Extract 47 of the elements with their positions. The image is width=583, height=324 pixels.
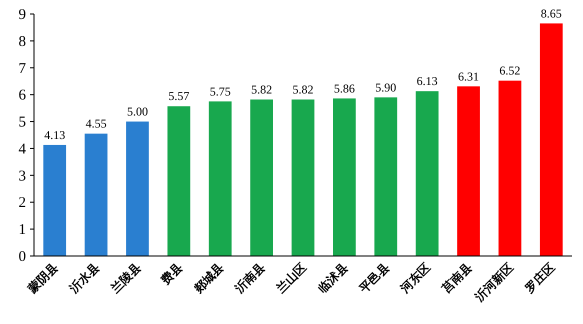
y-tick-label: 2 [18, 195, 26, 212]
x-tick-label: 平邑县 [356, 260, 392, 296]
data-label: 8.65 [540, 6, 562, 20]
bar [250, 100, 273, 256]
data-label: 6.52 [499, 64, 520, 78]
bar [126, 122, 149, 256]
x-tick-label: 蒙阴县 [24, 260, 61, 296]
y-tick-label: 8 [18, 34, 26, 50]
x-tick-label: 临沭县 [315, 260, 351, 296]
bar [374, 97, 398, 256]
bar [167, 106, 190, 256]
bar [84, 134, 108, 256]
x-tick-label: 费县 [157, 260, 185, 288]
bar [498, 80, 522, 256]
bar [457, 86, 480, 256]
data-label: 5.57 [168, 89, 190, 104]
x-tick-label: 河东区 [397, 260, 434, 296]
data-label: 4.55 [86, 116, 107, 131]
x-tick-label: 沂南县 [232, 260, 268, 296]
bar [208, 101, 232, 256]
y-tick-label: 3 [18, 168, 26, 184]
y-tick-label: 6 [18, 88, 26, 104]
y-tick-label: 9 [18, 7, 26, 23]
data-label: 6.31 [458, 69, 480, 84]
data-label: 5.75 [210, 84, 231, 98]
bar [333, 98, 356, 256]
x-tick-label: 兰山区 [273, 260, 310, 296]
x-tick-label: 郯城县 [190, 260, 226, 296]
data-label: 4.13 [44, 128, 66, 142]
bar [43, 144, 66, 256]
y-tick-label: 1 [18, 222, 26, 238]
data-label: 5.90 [375, 80, 396, 94]
data-label: 6.13 [416, 74, 438, 88]
bar [540, 23, 563, 256]
y-tick-label: 4 [18, 141, 26, 158]
bar [292, 100, 314, 256]
data-label: 5.82 [292, 82, 314, 97]
y-tick-label: 7 [18, 60, 26, 77]
data-label: 5.00 [126, 104, 148, 119]
bar [416, 91, 439, 256]
x-tick-label: 罗庄区 [521, 260, 558, 296]
x-tick-label: 兰陵县 [108, 260, 144, 296]
data-label: 5.82 [251, 82, 272, 97]
data-label: 5.86 [334, 81, 355, 96]
x-tick-label: 沂水县 [66, 260, 102, 296]
y-tick-label: 5 [18, 114, 26, 131]
y-tick-label: 0 [18, 249, 26, 265]
